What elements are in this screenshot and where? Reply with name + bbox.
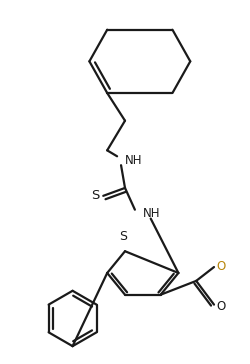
Text: O: O (216, 300, 225, 313)
Text: NH: NH (143, 207, 160, 220)
Text: O: O (216, 260, 225, 273)
Text: S: S (119, 230, 127, 243)
Text: NH: NH (125, 154, 142, 167)
Text: S: S (91, 189, 100, 202)
